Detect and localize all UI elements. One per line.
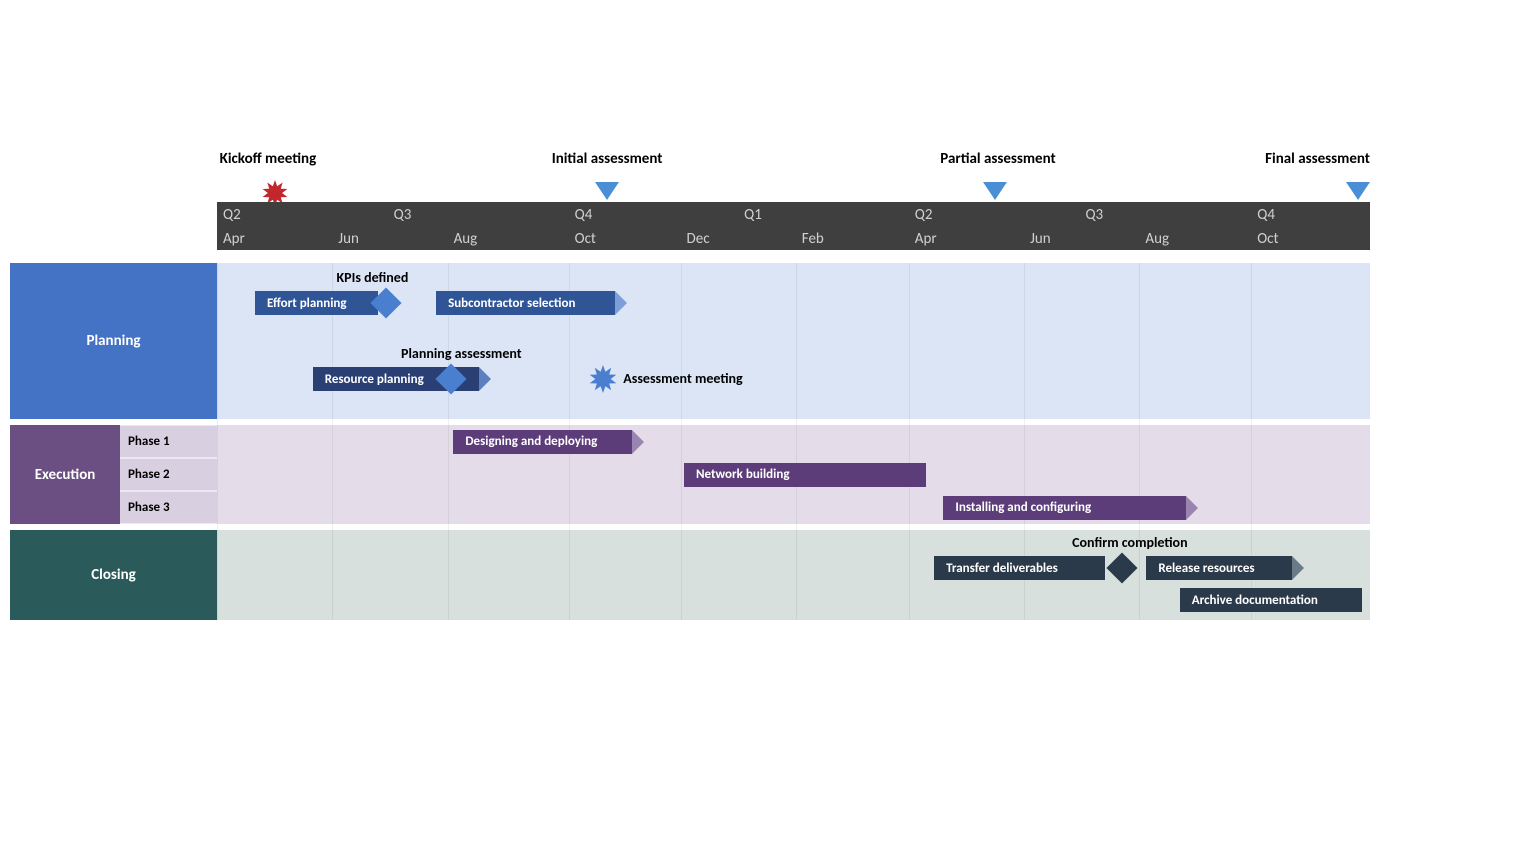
month-label: Apr bbox=[223, 230, 245, 248]
top-milestone-label: Kickoff meeting bbox=[220, 150, 317, 168]
triangle-icon bbox=[595, 182, 619, 200]
task-bar: Subcontractor selection bbox=[436, 291, 615, 315]
milestone-label: Confirm completion bbox=[1072, 534, 1188, 551]
gridline bbox=[217, 263, 218, 620]
month-label: Aug bbox=[1145, 230, 1169, 248]
quarter-label: Q3 bbox=[394, 206, 412, 224]
quarter-label: Q3 bbox=[1085, 206, 1103, 224]
month-label: Feb bbox=[802, 230, 824, 248]
top-milestone-label: Initial assessment bbox=[552, 150, 663, 168]
month-label: Jun bbox=[1030, 230, 1051, 248]
sublane-label: Phase 2 bbox=[120, 458, 217, 491]
month-label: Apr bbox=[915, 230, 937, 248]
milestone-label: Planning assessment bbox=[401, 345, 522, 362]
sublane-label: Phase 1 bbox=[120, 425, 217, 458]
gridline bbox=[681, 263, 682, 620]
milestone-label: Assessment meeting bbox=[623, 370, 742, 387]
quarter-label: Q2 bbox=[915, 206, 933, 224]
swimlane-label-closing: Closing bbox=[10, 530, 217, 620]
task-bar: Effort planning bbox=[255, 291, 378, 315]
month-label: Jun bbox=[338, 230, 359, 248]
gridline bbox=[796, 263, 797, 620]
quarter-label: Q4 bbox=[575, 206, 593, 224]
top-milestone-label: Final assessment bbox=[1265, 150, 1370, 168]
swimlane-label-execution: Execution bbox=[10, 425, 120, 524]
gridline bbox=[1139, 263, 1140, 620]
task-bar: Archive documentation bbox=[1180, 588, 1362, 612]
month-label: Oct bbox=[575, 230, 596, 248]
milestone-label: KPIs defined bbox=[336, 269, 408, 286]
task-bar: Release resources bbox=[1146, 556, 1291, 580]
quarter-label: Q2 bbox=[223, 206, 241, 224]
task-bar: Designing and deploying bbox=[453, 430, 632, 454]
month-label: Oct bbox=[1257, 230, 1278, 248]
top-milestone-label: Partial assessment bbox=[940, 150, 1055, 168]
task-bar: Installing and configuring bbox=[943, 496, 1185, 520]
triangle-icon bbox=[1346, 182, 1370, 200]
swimlane-label-planning: Planning bbox=[10, 263, 217, 419]
swimlane-bg-planning bbox=[217, 263, 1370, 419]
month-label: Dec bbox=[687, 230, 710, 248]
gridline bbox=[332, 263, 333, 620]
month-label: Aug bbox=[454, 230, 478, 248]
triangle-icon bbox=[983, 182, 1007, 200]
sublane-label: Phase 3 bbox=[120, 491, 217, 524]
burst-icon bbox=[589, 365, 617, 398]
gridline bbox=[909, 263, 910, 620]
quarter-label: Q4 bbox=[1257, 206, 1275, 224]
task-bar: Transfer deliverables bbox=[934, 556, 1105, 580]
quarter-label: Q1 bbox=[744, 206, 762, 224]
task-bar: Network building bbox=[684, 463, 926, 487]
timeline-header: Q2 Q3 Q4 Q1 Q2 Q3 Q4 Apr Jun Aug Oct Dec Feb Apr Jun Au… bbox=[217, 202, 1370, 250]
gridline bbox=[448, 263, 449, 620]
